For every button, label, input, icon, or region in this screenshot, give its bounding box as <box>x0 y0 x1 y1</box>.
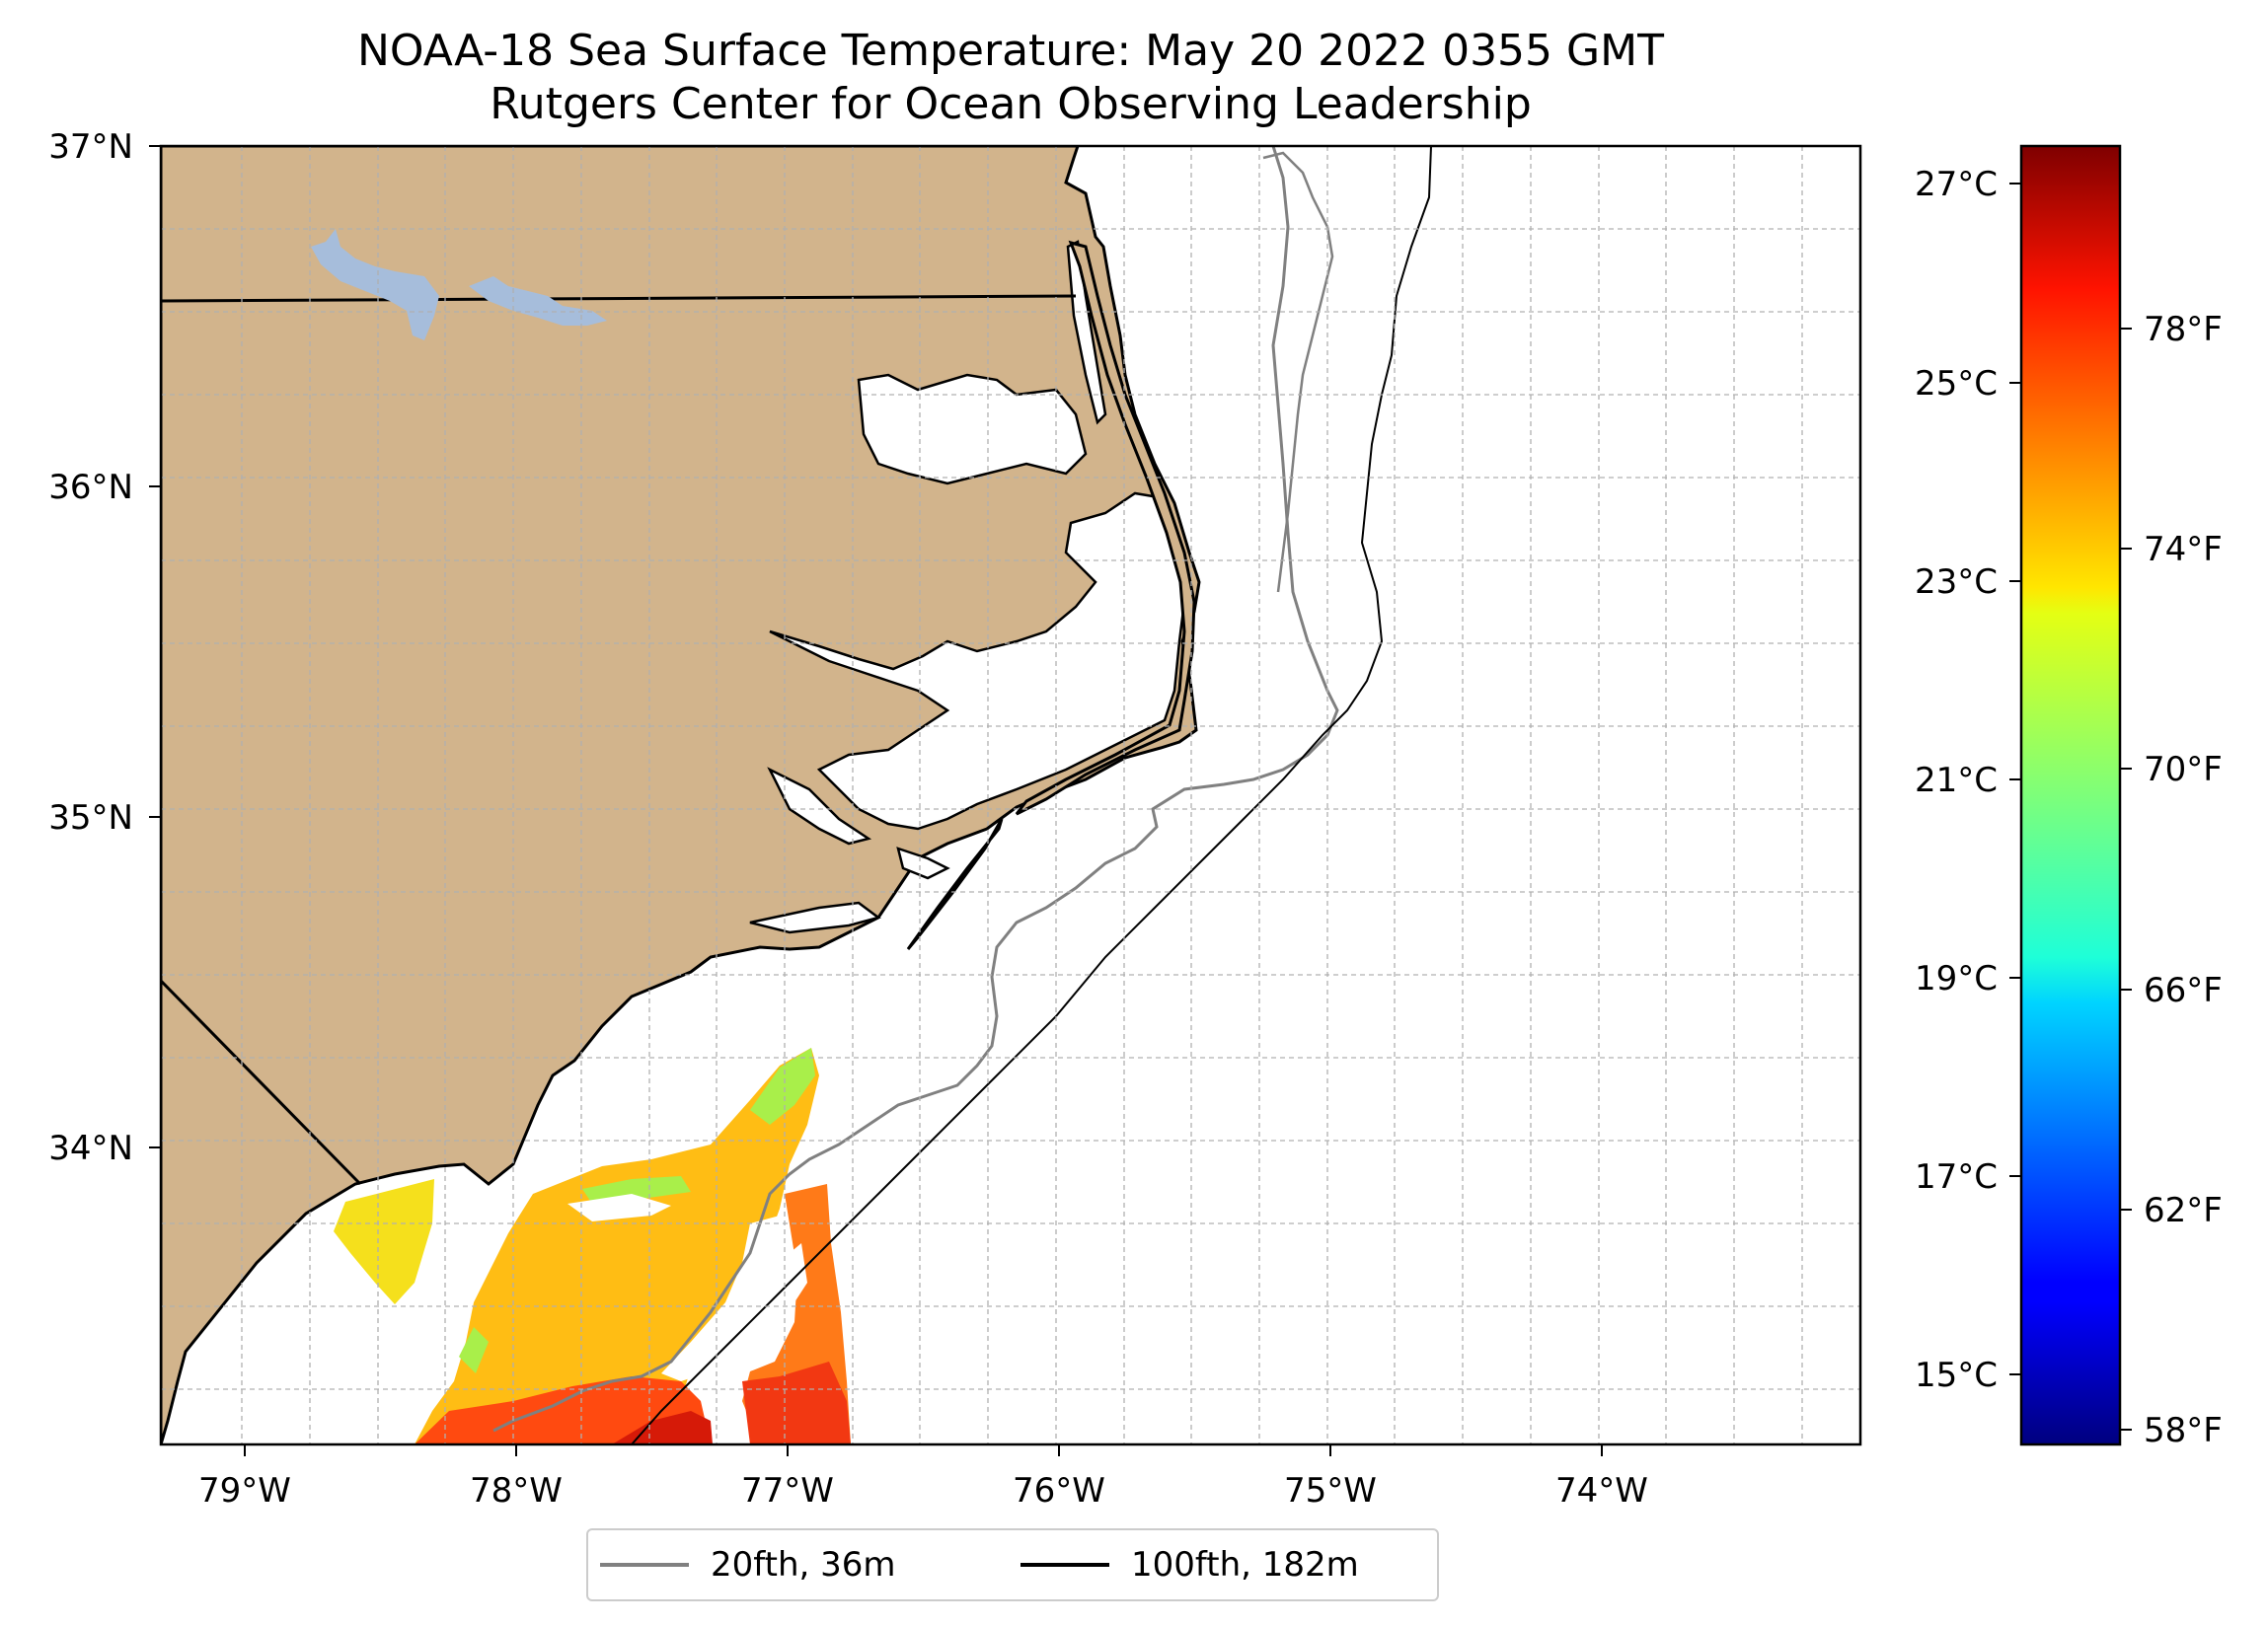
colorbar-celsius-label: 17°C <box>1915 1157 1998 1197</box>
legend-line-black <box>1021 1563 1109 1567</box>
albemarle-sound <box>857 373 1088 485</box>
va-nc-border <box>161 294 1077 303</box>
lat-label: 37°N <box>48 127 133 167</box>
colorbar-celsius-label: 21°C <box>1915 761 1998 800</box>
legend-label-100fth: 100fth, 182m <box>1131 1545 1359 1585</box>
isobath-100fth <box>631 146 1432 1444</box>
legend-item-20fth: 20fth, 36m <box>600 1530 896 1599</box>
map-title: NOAA-18 Sea Surface Temperature: May 20 … <box>357 26 1664 76</box>
isobath-20fth <box>492 146 1339 1433</box>
colorbar-fahrenheit-label: 74°F <box>2144 530 2223 569</box>
sounds <box>749 240 1186 934</box>
sst-swath-green-edge-2 <box>582 1176 691 1204</box>
colorbar-celsius-label: 15°C <box>1915 1356 1998 1395</box>
lat-label: 35°N <box>48 798 133 838</box>
colorbar-celsius-label: 27°C <box>1915 165 1998 204</box>
lon-label: 77°W <box>741 1471 834 1511</box>
lake-gaston <box>311 229 439 340</box>
sst-gap <box>567 1194 671 1221</box>
colorbar <box>2019 144 2122 1446</box>
sst-swath-green-edge-3 <box>459 1327 489 1373</box>
lon-label: 75°W <box>1284 1471 1377 1511</box>
colorbar-celsius-axis: 27°C 25°C 23°C 21°C 19°C 17°C 15°C <box>1915 165 2021 1395</box>
lon-label: 76°W <box>1013 1471 1105 1511</box>
isobath-20fth-shoals <box>1262 151 1334 593</box>
bogue-sound <box>749 901 881 934</box>
sst-swath-west <box>334 1179 434 1304</box>
latitude-labels: 37°N 36°N 35°N 34°N <box>48 127 133 1168</box>
kerr-lake <box>469 276 607 326</box>
map-frame <box>159 144 1862 1446</box>
colorbar-fahrenheit-label: 66°F <box>2144 971 2223 1010</box>
colorbar-fahrenheit-label: 78°F <box>2144 310 2223 349</box>
sst-swath-main <box>415 1048 819 1444</box>
sst-swath-east-hot <box>742 1362 851 1444</box>
colorbar-fahrenheit-label: 70°F <box>2144 750 2223 789</box>
legend-item-100fth: 100fth, 182m <box>1021 1530 1359 1599</box>
lon-label: 78°W <box>470 1471 563 1511</box>
lon-label: 79°W <box>198 1471 291 1511</box>
outer-banks <box>1015 240 1196 816</box>
longitude-labels: 79°W 78°W 77°W 76°W 75°W 74°W <box>198 1471 1648 1511</box>
pamlico-river <box>767 767 872 846</box>
colorbar-fahrenheit-label: 62°F <box>2144 1191 2223 1230</box>
gridlines <box>161 146 1860 1444</box>
lakes <box>311 229 607 340</box>
colorbar-fahrenheit-label: 58°F <box>2144 1411 2223 1450</box>
nc-sc-border <box>161 979 362 1186</box>
isobath-legend: 20fth, 36m 100fth, 182m <box>586 1528 1439 1601</box>
colorbar-fahrenheit-axis: 78°F 74°F 70°F 66°F 62°F 58°F <box>2120 310 2223 1450</box>
colorbar-celsius-label: 25°C <box>1915 364 1998 404</box>
sst-gap <box>661 1216 786 1381</box>
legend-label-20fth: 20fth, 36m <box>711 1545 896 1585</box>
map-subtitle: Rutgers Center for Ocean Observing Leade… <box>490 79 1532 129</box>
neuse-river <box>896 847 950 880</box>
sst-swath-hottest <box>612 1411 713 1444</box>
lon-label: 74°W <box>1555 1471 1648 1511</box>
cape-lookout-banks <box>906 818 1004 950</box>
map-area <box>161 146 1860 1444</box>
lat-label: 36°N <box>48 468 133 507</box>
legend-line-gray <box>600 1563 689 1567</box>
lat-label: 34°N <box>48 1129 133 1168</box>
colorbar-celsius-label: 23°C <box>1915 562 1998 602</box>
colorbar-celsius-label: 19°C <box>1915 959 1998 998</box>
axis-ticks <box>149 145 1603 1456</box>
sst-swath-hot <box>415 1376 711 1444</box>
sst-swath-green-edge <box>750 1048 815 1125</box>
